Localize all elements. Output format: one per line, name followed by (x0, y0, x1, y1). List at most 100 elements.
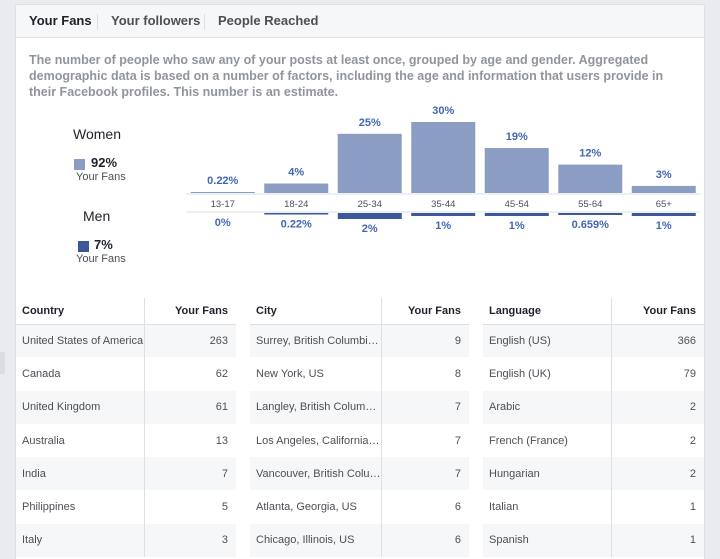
men-value-label: 1% (509, 220, 525, 232)
language-name-cell: Spanish (483, 523, 612, 558)
table-row[interactable]: French (France) 2 (483, 423, 704, 458)
women-bar (264, 183, 329, 193)
table-row[interactable]: Arabic 2 (483, 390, 704, 424)
table-row[interactable]: New York, US 8 (250, 357, 469, 391)
table-gap (236, 298, 250, 559)
age-category-label: 55-64 (578, 199, 602, 210)
table-row[interactable]: India 7 (16, 457, 236, 491)
men-bar (264, 213, 329, 215)
language-fans-cell: 1 (611, 523, 704, 558)
tab-divider (97, 14, 98, 30)
language-header[interactable]: Language (483, 298, 612, 325)
table-row[interactable]: United States of America 263 (16, 324, 236, 358)
women-bar (558, 164, 623, 193)
language-fans-cell: 1 (689, 501, 696, 514)
age-category-label: 18-24 (284, 199, 308, 210)
country-fans-cell: 263 (144, 324, 236, 358)
women-bar (337, 133, 402, 193)
audience-panel: Your Fans Your followers People Reached … (15, 4, 705, 559)
tab-bar: Your Fans Your followers People Reached (16, 5, 704, 38)
city-fans-cell: 7 (381, 390, 469, 424)
language-fans-header[interactable]: Your Fans (611, 298, 704, 325)
tab-your-fans[interactable]: Your Fans (29, 13, 92, 28)
table-row[interactable]: Atlanta, Georgia, US 6 (250, 490, 469, 524)
language-name-cell: English (UK) (483, 357, 612, 391)
table-row[interactable]: Vancouver, British Colu… 7 (250, 457, 469, 491)
table-row[interactable]: Canada 62 (16, 357, 236, 391)
women-bar (484, 148, 549, 193)
table-row[interactable]: Langley, British Colum… 7 (250, 390, 469, 424)
language-name-cell: Italian (483, 490, 612, 524)
city-header[interactable]: City (250, 298, 382, 325)
city-fans-header[interactable]: Your Fans (381, 298, 469, 325)
country-table: Country Your Fans United States of Ameri… (16, 298, 236, 558)
country-name-cell: Philippines (16, 490, 145, 524)
language-table: Language Your Fans English (US) 366 Englis… (483, 298, 704, 558)
city-fans-cell: 7 (381, 457, 469, 491)
men-value-label: 0.659% (572, 219, 610, 231)
men-value-label: 0.22% (281, 219, 312, 231)
country-fans-header[interactable]: Your Fans (144, 298, 236, 325)
description-text: The number of people who saw any of your… (29, 53, 664, 99)
language-name-cell: Arabic (483, 390, 612, 424)
men-bar (337, 213, 402, 219)
men-value-label: 1% (435, 220, 451, 232)
country-name-cell: Italy (16, 523, 145, 558)
women-value-label: 3% (656, 169, 672, 181)
tab-divider (204, 14, 205, 30)
country-fans-cell: 5 (221, 501, 228, 514)
city-fans-cell: 6 (381, 523, 469, 558)
table-row[interactable]: English (US) 366 (483, 324, 704, 358)
legend-men-title: Men (83, 208, 111, 224)
language-fans-cell: 79 (683, 367, 696, 380)
language-fans-cell: 2 (611, 457, 704, 491)
women-bar (411, 122, 476, 193)
fans-demographics: The number of people who saw any of your… (16, 38, 704, 298)
men-bar (411, 213, 476, 216)
language-name-cell: French (France) (483, 423, 612, 458)
table-row[interactable]: English (UK) 79 (483, 357, 704, 391)
language-name-cell: English (US) (483, 324, 612, 358)
table-row[interactable]: Chicago, Illinois, US 6 (250, 523, 469, 558)
table-row[interactable]: Los Angeles, California… 7 (250, 423, 469, 458)
table-row[interactable]: Australia 13 (16, 423, 236, 458)
city-name-cell: Chicago, Illinois, US (250, 523, 382, 558)
age-gender-chart: 0.22% 13-17 0% 4% 18-24 0.22% 25% 25-34 2% 30% 35-… (186, 105, 701, 235)
city-fans-cell: 7 (454, 434, 461, 447)
women-value-label: 19% (506, 131, 528, 143)
men-bar (484, 213, 549, 216)
city-name-cell: Vancouver, British Colu… (250, 457, 382, 491)
country-fans-cell: 62 (215, 367, 228, 380)
country-header[interactable]: Country (16, 298, 145, 325)
men-swatch (78, 241, 89, 252)
legend-women-sub: Your Fans (76, 171, 126, 183)
table-row[interactable]: Italian 1 (483, 490, 704, 524)
table-gap (469, 298, 483, 559)
tab-people-reached[interactable]: People Reached (218, 13, 319, 28)
men-value-label: 1% (656, 220, 672, 232)
city-name-cell: New York, US (250, 357, 382, 391)
city-fans-cell: 8 (454, 367, 461, 380)
table-row[interactable]: United Kingdom 61 (16, 390, 236, 424)
age-category-label: 65+ (656, 199, 673, 210)
language-fans-cell: 2 (611, 390, 704, 424)
men-value-label: 2% (362, 223, 378, 235)
country-name-cell: United States of America (16, 324, 145, 358)
city-name-cell: Atlanta, Georgia, US (250, 490, 382, 524)
table-row[interactable]: Hungarian 2 (483, 457, 704, 491)
men-value-label: 0% (215, 217, 231, 229)
tab-your-followers[interactable]: Your followers (111, 13, 201, 28)
age-category-label: 45-54 (505, 199, 529, 210)
women-bar (190, 192, 255, 193)
women-bar (631, 185, 696, 193)
table-row[interactable]: Surrey, British Columbi… 9 (250, 324, 469, 358)
age-category-label: 35-44 (431, 199, 455, 210)
table-row[interactable]: Philippines 5 (16, 490, 236, 524)
table-row[interactable]: Italy 3 (16, 523, 236, 558)
table-row[interactable]: Spanish 1 (483, 523, 704, 558)
country-fans-cell: 7 (144, 457, 236, 491)
city-name-cell: Surrey, British Columbi… (250, 324, 382, 358)
left-edge-marker (0, 352, 5, 374)
age-category-label: 13-17 (211, 199, 235, 210)
country-fans-cell: 3 (144, 523, 236, 558)
